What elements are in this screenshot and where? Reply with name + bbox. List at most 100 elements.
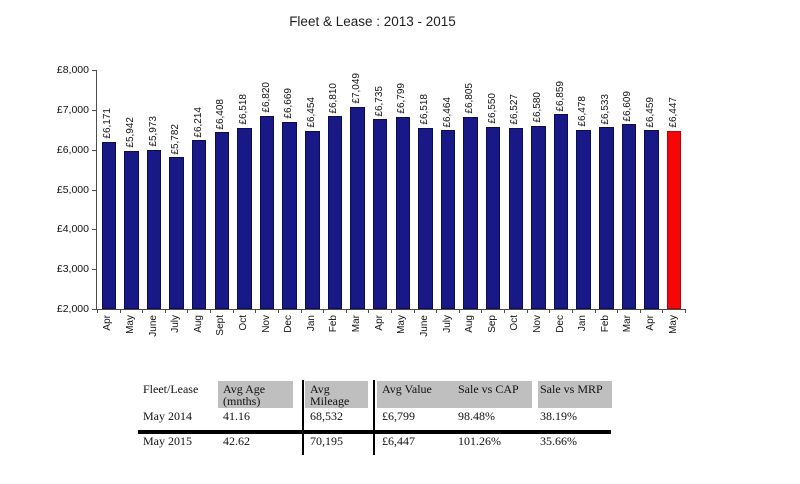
bar (259, 116, 275, 309)
bar-value-label: £6,859 (554, 80, 566, 112)
x-axis-tick (232, 309, 234, 313)
x-axis-tick (639, 309, 641, 313)
bar-highlighted (666, 130, 682, 309)
bar-group: £6,464 July (436, 70, 459, 333)
bar (395, 116, 410, 309)
x-axis-tick (504, 309, 506, 313)
bar-value-label: £6,820 (260, 82, 272, 114)
column-header-avg-mileage: Avg Mileage (305, 381, 368, 408)
row-label: May 2014 (143, 409, 192, 423)
bar (305, 130, 320, 309)
x-axis-label: Oct (509, 315, 521, 331)
cell-sale-vs-cap: 98.48% (458, 409, 495, 423)
bar-group: £6,459 Apr (640, 70, 663, 331)
bar-group: £6,478 Jan (572, 70, 595, 331)
x-axis-label: Mar (351, 315, 363, 333)
bar (169, 157, 184, 309)
cell-avg-value: £6,447 (382, 434, 415, 448)
x-axis-label: Sept (215, 315, 227, 336)
bar-value-label: £6,527 (509, 94, 521, 125)
cell-avg-mileage: 68,532 (310, 409, 343, 423)
bar-value-label: £6,518 (237, 94, 249, 126)
x-axis-tick (662, 309, 664, 313)
x-axis-label: Nov (260, 315, 272, 333)
x-axis-label: May (124, 315, 136, 334)
x-axis-tick (300, 309, 302, 313)
x-axis-tick (277, 309, 279, 313)
bar (418, 128, 433, 309)
cell-sale-vs-mrp: 38.19% (540, 409, 577, 423)
bar (101, 141, 116, 309)
bar-group: £6,518 Oct (233, 70, 256, 331)
plot-area: £8,000 £7,000 £6,000 £5,000 £4,000 £3,000 £2,0… (57, 65, 686, 337)
row-label: May 2015 (143, 434, 192, 448)
bar-group: £6,810 Feb (323, 70, 346, 332)
column-header-sale-vs-cap: Sale vs CAP (454, 381, 532, 408)
x-axis-tick (345, 309, 347, 313)
x-axis-label: May (667, 315, 679, 334)
cell-avg-age: 42.62 (223, 434, 250, 448)
bar-value-label: £6,459 (645, 96, 657, 128)
bar (282, 122, 297, 309)
column-header-avg-value: Avg Value (377, 381, 454, 408)
x-axis-tick (617, 309, 619, 313)
x-axis-tick (413, 309, 415, 313)
x-axis-label: Jan (577, 315, 589, 332)
x-axis-tick (685, 309, 686, 313)
table-row-divider (138, 430, 611, 434)
cell-sale-vs-mrp: 35.66% (540, 434, 577, 448)
bar (214, 132, 230, 309)
bar-group: £6,859 Dec (549, 70, 572, 333)
chart-title: Fleet & Lease : 2013 - 2015 (289, 14, 456, 29)
x-axis-label: Feb (328, 315, 340, 333)
x-axis-label: July (170, 315, 182, 333)
x-axis-tick (255, 309, 257, 313)
x-axis-label: Apr (102, 315, 114, 331)
x-axis-label: Apr (373, 315, 385, 331)
bar (350, 106, 365, 309)
bar-value-label: £7,049 (351, 73, 363, 104)
bar (372, 119, 388, 309)
x-axis-label: Nov (531, 315, 543, 333)
y-axis-tick (92, 70, 97, 71)
bar-value-label: £6,447 (667, 97, 679, 128)
bar-group: £5,942 May (120, 70, 143, 334)
y-axis-label: £6,000 (56, 143, 89, 156)
bar (463, 116, 478, 309)
x-axis-label: Apr (645, 315, 657, 331)
bar-value-label: £6,478 (577, 96, 589, 127)
cell-sale-vs-cap: 101.26% (458, 434, 501, 448)
summary-table: Fleet/Lease Avg Age (mnths) Avg Mileage … (138, 380, 612, 456)
bar-group: £6,799 May (391, 70, 414, 334)
y-axis-tick (92, 229, 97, 231)
y-axis-label: £8,000 (56, 64, 89, 76)
y-axis-label: £7,000 (56, 103, 89, 116)
bar-group: £6,580 Nov (527, 70, 550, 333)
bar-group: £6,669 Dec (278, 70, 301, 333)
bar-value-label: £6,805 (464, 83, 476, 114)
x-axis-label: Dec (554, 315, 566, 333)
bar (237, 128, 252, 309)
x-axis-tick (571, 309, 573, 313)
bar-group: £6,527 Oct (504, 70, 527, 331)
bar (599, 127, 614, 309)
bar (124, 150, 139, 309)
bar (146, 149, 162, 309)
x-axis-tick (210, 309, 212, 313)
bar (440, 130, 456, 309)
bar-value-label: £6,669 (283, 88, 295, 120)
bar-value-label: £6,214 (192, 106, 204, 138)
column-header-avg-age: Avg Age (mnths) (218, 381, 293, 408)
bar-value-label: £6,810 (328, 82, 340, 114)
x-axis-label: Sep (486, 315, 498, 333)
bar-group: £6,805 Aug (459, 70, 482, 333)
y-axis-label: £2,000 (56, 303, 89, 315)
x-axis-tick (164, 309, 166, 313)
cell-avg-value: £6,799 (382, 409, 415, 423)
x-axis-label: Feb (599, 315, 611, 333)
x-axis-tick (436, 309, 438, 313)
y-axis-tick (92, 189, 97, 191)
bar-group: £6,550 Sep (481, 70, 504, 333)
x-axis-tick (391, 309, 392, 313)
x-axis-tick (119, 309, 121, 313)
